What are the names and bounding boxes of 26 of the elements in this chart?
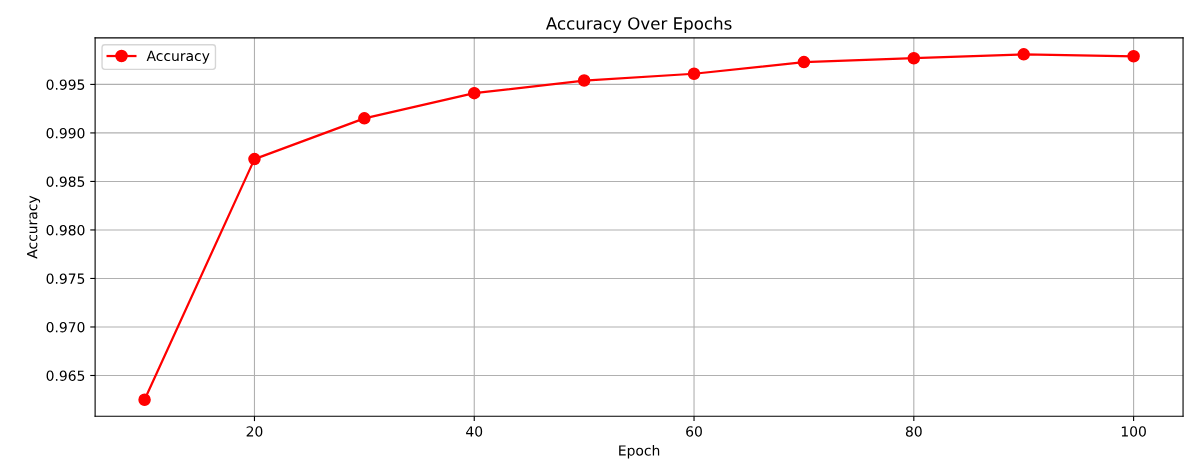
point xyxy=(248,152,261,166)
chart-title: Accuracy Over Epochs xyxy=(545,16,732,33)
point xyxy=(1127,50,1140,63)
point xyxy=(687,67,701,80)
x-tick-label: 100 xyxy=(1121,426,1146,437)
x-tick-label: 40 xyxy=(466,426,483,437)
x-tick-label: 60 xyxy=(686,426,702,437)
point xyxy=(797,55,811,69)
x-axis-title: Epoch xyxy=(619,444,660,459)
point xyxy=(1017,48,1030,61)
x-tick-label: 80 xyxy=(905,426,922,437)
y-tick-label: 0.970 xyxy=(46,321,85,333)
point xyxy=(907,51,921,65)
point xyxy=(577,74,591,87)
y-tick-label: 0.980 xyxy=(46,224,85,236)
y-tick-label: 0.975 xyxy=(46,273,85,284)
x-tick-label: 20 xyxy=(246,426,263,437)
point xyxy=(467,86,481,100)
y-axis-title: Accuracy xyxy=(27,195,41,259)
y-tick-label: 0.985 xyxy=(46,176,85,187)
y-tick-label: 0.990 xyxy=(46,127,85,139)
legend-label: Accuracy xyxy=(146,50,210,64)
y-tick-label: 0.995 xyxy=(46,79,85,90)
y-tick-label: 0.965 xyxy=(46,370,85,381)
point xyxy=(358,112,371,125)
point xyxy=(138,393,151,406)
